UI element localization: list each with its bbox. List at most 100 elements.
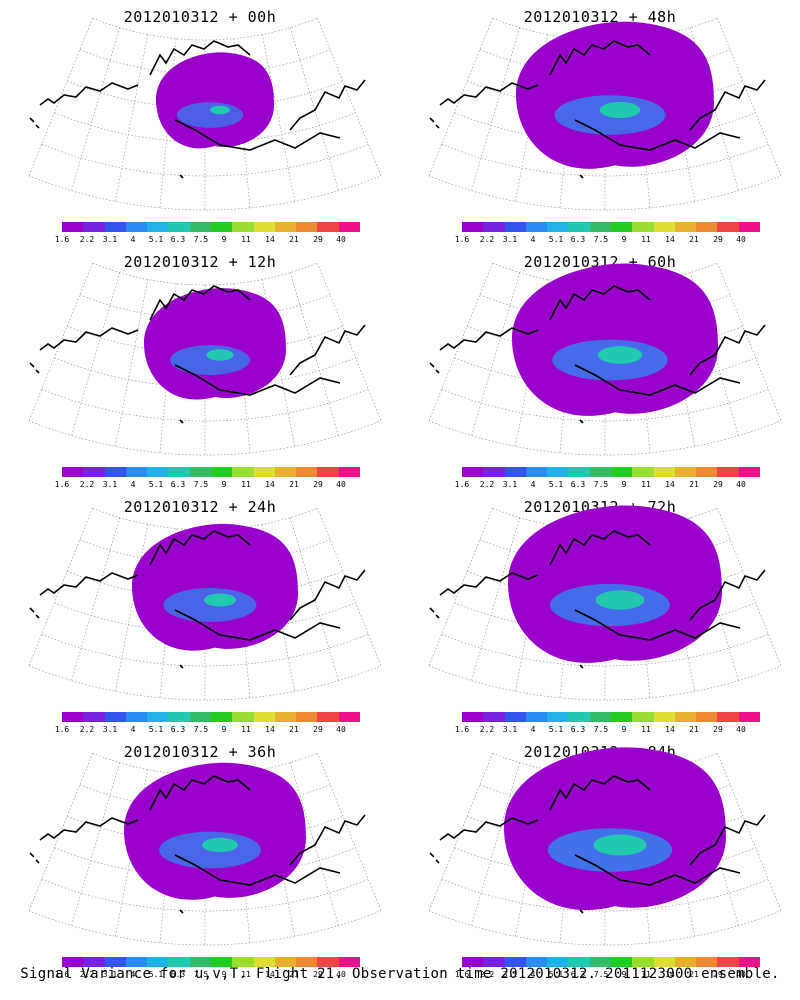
colorbar-swatch [632,222,654,232]
colorbar-swatch [210,957,233,967]
map-panel: 2012010312 + 84h1.62.23.145.16.37.591114… [400,735,800,980]
colorbar-ticks: 1.6 2.2 3.1 4 5.1 6.3 7.5 9 11 14 21 29 40 [452,235,770,245]
meridian-line [114,524,149,692]
variance-high-region [206,349,234,361]
colorbar-tick-label: 1.6 [454,725,470,734]
meridian-line [114,279,149,447]
latitude-line [428,175,782,211]
colorbar-tick-label: 3.1 [502,235,518,244]
polar-map [428,17,782,211]
colorbar-swatch [296,467,318,477]
colorbar-tick-label: 3.1 [102,480,118,489]
colorbar-tick-label: 6.3 [170,480,186,489]
colorbar-tick-label: 7.5 [593,480,609,489]
colorbar-swatch [274,467,297,477]
colorbar-tick-label: 2.2 [479,725,495,734]
colorbar-swatch [189,467,211,477]
colorbar-tick-label: 29 [313,480,323,489]
variance-high-region [202,837,238,853]
colorbar-swatch [253,467,275,477]
colorbar-swatch [462,222,484,232]
colorbar-tick-label: 40 [736,725,746,734]
meridian-line [114,34,149,202]
meridian-line [289,272,339,436]
colorbar-swatch [525,222,548,232]
colorbar-swatch [147,222,169,232]
latitude-line [79,294,331,320]
variance-field [504,747,726,910]
colorbar-swatch [232,957,254,967]
colorbar [62,467,360,477]
colorbar-tick-label: 21 [289,235,299,244]
polar-map [428,747,782,946]
colorbar-tick-label: 1.6 [54,480,70,489]
colorbar-tick-label: 7.5 [193,725,209,734]
colorbar-tick-label: 11 [641,235,651,244]
colorbar-tick-label: 1.6 [54,970,70,979]
map-panel: 2012010312 + 24h 1.6 2.2 3.1 4 5.1 6.3 7.5 9 11 14… [0,490,400,735]
colorbar-tick-label: 40 [336,725,346,734]
colorbar-swatch [104,957,126,967]
latitude-line [79,784,331,810]
colorbar-tick-label: 7.5 [193,235,209,244]
colorbar-tick-label: 9 [621,480,627,489]
colorbar-tick-label: 29 [713,970,723,979]
colorbar-tick-label: 5.1 [548,480,564,489]
colorbar-tick-label: 1.6 [54,235,70,244]
colorbar-swatch [547,957,569,967]
colorbar-swatch [696,712,718,722]
latitude-line [479,294,731,320]
colorbar-swatch [210,222,233,232]
colorbar-swatch [738,222,760,232]
colorbar-tick-label: 14 [665,725,675,734]
latitude-line [479,49,731,75]
figure-caption: Signal Variance for u,v,T. Flight 21. Ob… [20,966,780,982]
colorbar-tick-label: 5.1 [148,725,164,734]
colorbar-swatch [632,712,654,722]
colorbar-swatch [62,957,84,967]
map-panel: 2012010312 + 60h 1.6 2.2 3.1 4 5.1 6.3 7.5 9 11 14… [400,245,800,490]
panel-title: 2012010312 + 12h [123,253,277,271]
coastline [29,775,366,914]
colorbar-tick-label: 7.5 [593,235,609,244]
colorbar-swatch [717,222,739,232]
colorbar-tick-label: 11 [641,970,651,979]
colorbar-tick-label: 4 [130,725,136,734]
polar-map [28,262,382,456]
colorbar-swatch [168,222,190,232]
variance-low-region [516,21,714,169]
variance-low-region [124,762,306,900]
meridian-line [317,18,382,176]
map-panel: 2012010312 + 48h 1.6 2.2 3.1 4 5.1 6.3 7.5 9 11 14… [400,0,800,245]
colorbar-swatch [674,467,697,477]
colorbar-tick-label: 3.1 [502,480,518,489]
colorbar-swatch [104,222,126,232]
meridian-line [717,263,782,421]
colorbar-swatch [232,712,254,722]
colorbar-swatch [62,467,84,477]
colorbar-tick-label: 6.3 [570,725,586,734]
colorbar-tick-label: 9 [221,235,227,244]
colorbar-swatch [462,712,484,722]
colorbar-tick-label: 7.5 [593,970,609,979]
latitude-line [79,539,331,565]
coastline [429,775,766,914]
colorbar-swatch [317,222,339,232]
colorbar-tick-label: 21 [689,480,699,489]
latitude-line [428,665,782,701]
colorbar-tick-label: 1.6 [54,725,70,734]
coastline [429,40,766,179]
latitude-line [428,910,782,946]
colorbar-tick-label: 3.1 [102,970,118,979]
colorbar-tick-label: 29 [713,480,723,489]
colorbar-swatch [338,467,360,477]
colorbar-tick-label: 9 [221,970,227,979]
meridian-line [317,508,382,666]
colorbar-tick-label: 40 [336,235,346,244]
colorbar-swatch [632,467,654,477]
map-panel: 2012010312 + 12h 1.6 2.2 3.1 4 5.1 6.3 7.5 9 11 14… [0,245,400,490]
colorbar-swatch [610,957,633,967]
colorbar-tick-label: 2.2 [79,235,95,244]
colorbar-swatch [696,222,718,232]
meridian-line [289,27,339,191]
